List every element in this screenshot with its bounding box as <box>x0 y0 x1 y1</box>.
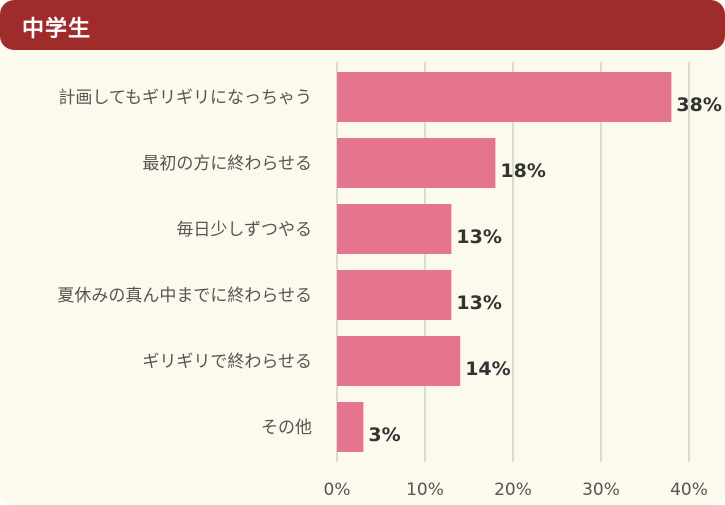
bar-2 <box>337 204 452 254</box>
category-label-3: 夏休みの真ん中までに終わらせる <box>57 286 312 306</box>
category-label-5: その他 <box>261 418 312 438</box>
category-label-4: ギリギリで終わらせる <box>142 352 312 372</box>
chart-header: 中学生 <box>0 0 725 50</box>
x-tick-label-2: 20% <box>494 480 532 500</box>
chart-title: 中学生 <box>22 17 92 42</box>
value-label-3: 13% <box>456 292 501 314</box>
category-label-1: 最初の方に終わらせる <box>142 154 312 174</box>
bar-4 <box>337 336 461 386</box>
value-label-1: 18% <box>500 160 545 182</box>
x-tick-label-4: 40% <box>670 480 708 500</box>
value-label-5: 3% <box>368 424 400 446</box>
bar-3 <box>337 270 452 320</box>
category-label-0: 計画してもギリギリになっちゃう <box>58 88 312 108</box>
bar-5 <box>337 402 364 452</box>
x-tick-label-0: 0% <box>324 480 351 500</box>
bar-1 <box>337 138 496 188</box>
bar-0 <box>337 72 672 122</box>
value-label-0: 38% <box>676 94 721 116</box>
value-label-4: 14% <box>465 358 510 380</box>
x-tick-label-3: 30% <box>582 480 620 500</box>
value-label-2: 13% <box>456 226 501 248</box>
x-tick-label-1: 10% <box>406 480 444 500</box>
category-label-2: 毎日少しずつやる <box>176 220 312 240</box>
